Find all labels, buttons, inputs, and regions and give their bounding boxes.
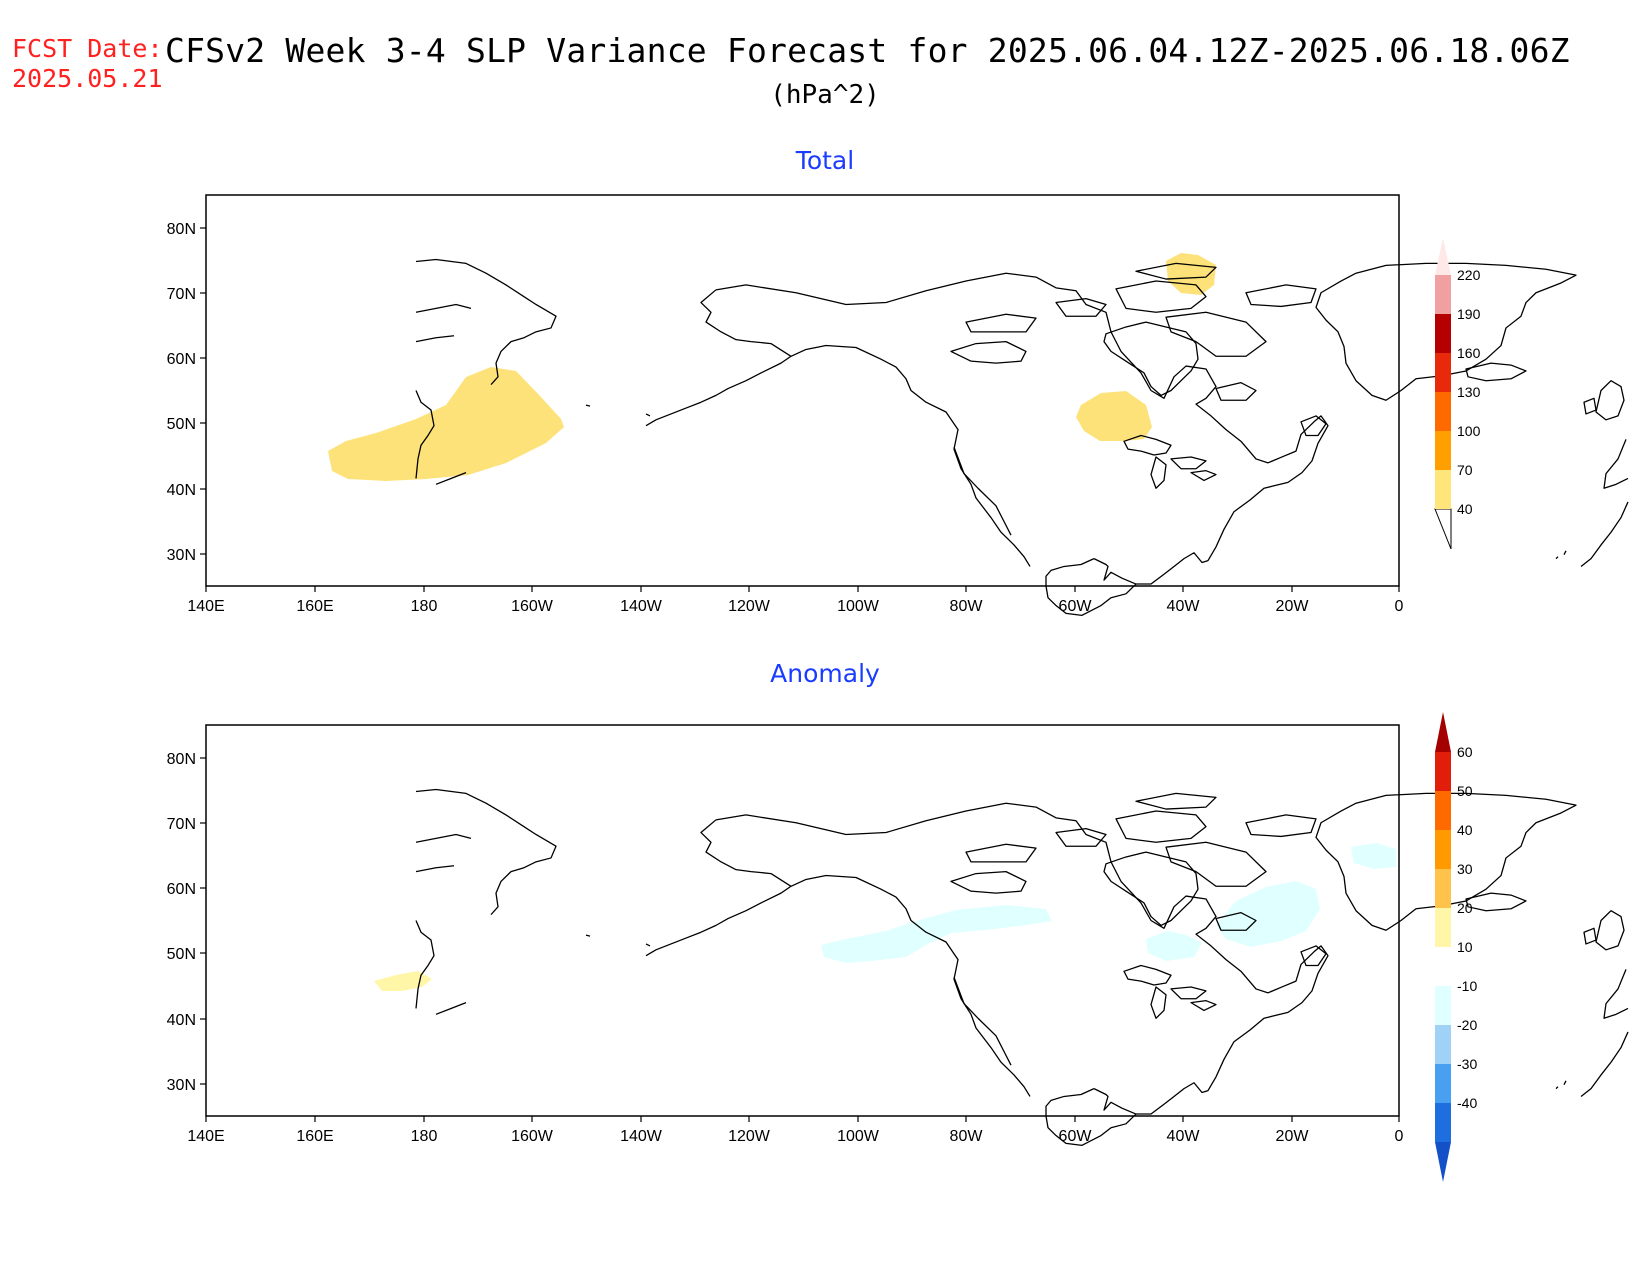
colorbar-total: 40 70 100 130 160 190 220 [1434, 238, 1481, 550]
lat-tick-label: 80N [167, 751, 196, 768]
colorbar-max-arrow [1435, 712, 1451, 752]
map-frame [205, 194, 1400, 587]
lon-tick-label: 160W [511, 598, 554, 615]
lon-tick-label: 80W [950, 1128, 984, 1145]
colorbar-label: 160 [1457, 345, 1481, 361]
forecast-date-label: FCST Date: [12, 34, 163, 63]
page-title: CFSv2 Week 3-4 SLP Variance Forecast for… [165, 31, 1570, 70]
lon-tick-label: 180 [411, 598, 438, 615]
colorbar-label: 60 [1457, 744, 1473, 760]
colorbar-label: 40 [1457, 822, 1473, 838]
lat-tick-label: 60N [167, 351, 196, 368]
lon-tick-label: 0 [1395, 598, 1404, 615]
shaded-region [1076, 391, 1152, 441]
colorbar-swatch [1435, 830, 1451, 869]
map-frame [205, 724, 1400, 1117]
shaded-region [1146, 843, 1396, 961]
lat-tick-label: 40N [167, 482, 196, 499]
colorbar-anomaly: 60 50 40 30 20 10 -10 -20 -30 -40 [1435, 712, 1477, 1182]
shaded-region [328, 367, 564, 481]
lon-tick-label: 160W [511, 1128, 554, 1145]
lon-tick-label: 120W [728, 598, 771, 615]
colorbar-label: -10 [1457, 978, 1477, 994]
colorbar-swatch [1435, 431, 1451, 470]
lat-tick-label: 80N [167, 221, 196, 238]
lon-tick-label: 180 [411, 1128, 438, 1145]
lat-tick-label: 50N [167, 946, 196, 963]
lon-tick-label: 60W [1059, 598, 1093, 615]
lat-tick-label: 70N [167, 816, 196, 833]
units-label: (hPa^2) [770, 80, 880, 110]
lon-tick-label: 20W [1276, 598, 1310, 615]
colorbar-swatch [1435, 353, 1451, 392]
lat-tick-label: 60N [167, 881, 196, 898]
colorbar-swatch [1435, 275, 1451, 314]
colorbar-label: -40 [1457, 1095, 1477, 1111]
lat-tick-label: 70N [167, 286, 196, 303]
colorbar-label: 20 [1457, 900, 1473, 916]
forecast-date-value: 2025.05.21 [12, 64, 163, 93]
colorbar-label: 130 [1457, 384, 1481, 400]
colorbar-label: 40 [1457, 501, 1473, 517]
colorbar-swatch [1435, 1064, 1451, 1103]
colorbar-label: 70 [1457, 462, 1473, 478]
colorbar-min-arrow [1435, 1142, 1451, 1182]
lon-tick-label: 40W [1167, 1128, 1201, 1145]
lon-tick-label: 100W [837, 1128, 880, 1145]
lon-tick-label: 160E [296, 598, 333, 615]
panel-title-anomaly: Anomaly [770, 659, 880, 688]
shaded-region [821, 905, 1052, 963]
colorbar-swatch [1435, 986, 1451, 1025]
colorbar-label: -30 [1457, 1056, 1477, 1072]
lon-tick-label: 140W [620, 1128, 663, 1145]
colorbar-swatch [1435, 392, 1451, 431]
colorbar-label: 50 [1457, 783, 1473, 799]
colorbar-swatch [1435, 470, 1451, 509]
lon-tick-label: 140E [187, 598, 224, 615]
colorbar-label: -20 [1457, 1017, 1477, 1033]
map-total: 140E 160E 180 160W 140W 120W 100W 80W 60W 40W 20W 0… [167, 194, 1629, 616]
lon-tick-label: 20W [1276, 1128, 1310, 1145]
panel-title-total: Total [795, 146, 855, 175]
colorbar-swatch [1435, 752, 1451, 791]
lon-tick-label: 0 [1395, 1128, 1404, 1145]
colorbar-swatch [1435, 869, 1451, 908]
lon-tick-label: 60W [1059, 1128, 1093, 1145]
map-anomaly: 140E 160E 180 160W 140W 120W 100W 80W 60W 40W 20W 0… [167, 724, 1629, 1146]
lon-tick-label: 120W [728, 1128, 771, 1145]
colorbar-max-arrow [1435, 238, 1451, 275]
lat-tick-label: 40N [167, 1012, 196, 1029]
colorbar-swatch [1435, 947, 1451, 986]
lon-tick-label: 140E [187, 1128, 224, 1145]
colorbar-label: 30 [1457, 861, 1473, 877]
lon-tick-label: 40W [1167, 598, 1201, 615]
colorbar-min-arrow [1434, 508, 1452, 550]
forecast-date-block: FCST Date: 2025.05.21 [12, 34, 163, 94]
lon-tick-label: 100W [837, 598, 880, 615]
colorbar-label: 220 [1457, 267, 1481, 283]
lon-tick-label: 160E [296, 1128, 333, 1145]
lon-tick-label: 140W [620, 598, 663, 615]
shaded-region [374, 971, 432, 991]
colorbar-swatch [1435, 1103, 1451, 1142]
lat-tick-label: 30N [167, 1077, 196, 1094]
colorbar-swatch [1435, 791, 1451, 830]
colorbar-swatch [1435, 314, 1451, 353]
colorbar-label: 100 [1457, 423, 1481, 439]
colorbar-label: 10 [1457, 939, 1473, 955]
lat-tick-label: 30N [167, 547, 196, 564]
lon-tick-label: 80W [950, 598, 984, 615]
colorbar-swatch [1435, 908, 1451, 947]
colorbar-label: 190 [1457, 306, 1481, 322]
colorbar-swatch [1435, 1025, 1451, 1064]
lat-tick-label: 50N [167, 416, 196, 433]
